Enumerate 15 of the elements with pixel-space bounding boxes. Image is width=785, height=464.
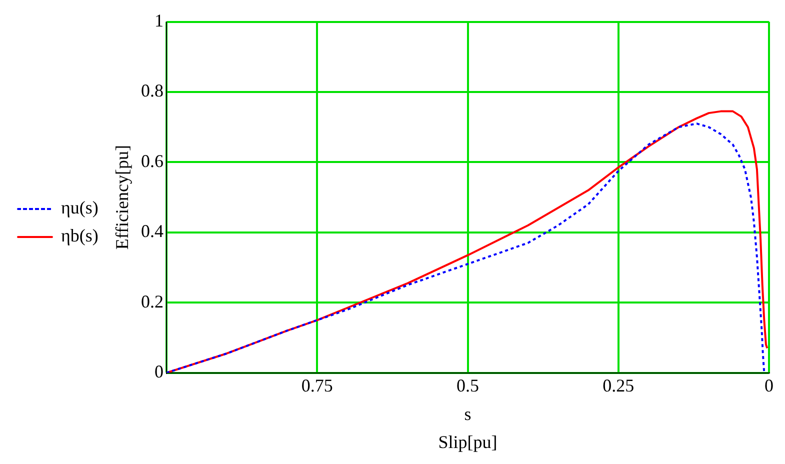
y-tick-label: 0.4 [141, 221, 164, 242]
y-tick-label: 0 [154, 362, 164, 382]
text: Slip[pu] [438, 432, 498, 452]
x-tick-label: 0 [764, 375, 774, 396]
x-tick-label: 0.25 [602, 375, 634, 396]
y-tick-label: 1 [154, 10, 164, 31]
y-axis-title: Efficiency[pu] [112, 144, 132, 250]
legend-label: ηb(s) [61, 226, 98, 246]
y-tick-label: 0.8 [141, 80, 164, 101]
y-tick-label: 0.6 [141, 150, 164, 171]
x-tick-label: 0.5 [456, 375, 480, 396]
legend-label: ηu(s) [61, 198, 98, 218]
y-tick-label: 0.2 [141, 291, 164, 312]
x-axis-title: s [464, 404, 472, 424]
x-tick-label: 0.75 [301, 375, 333, 396]
